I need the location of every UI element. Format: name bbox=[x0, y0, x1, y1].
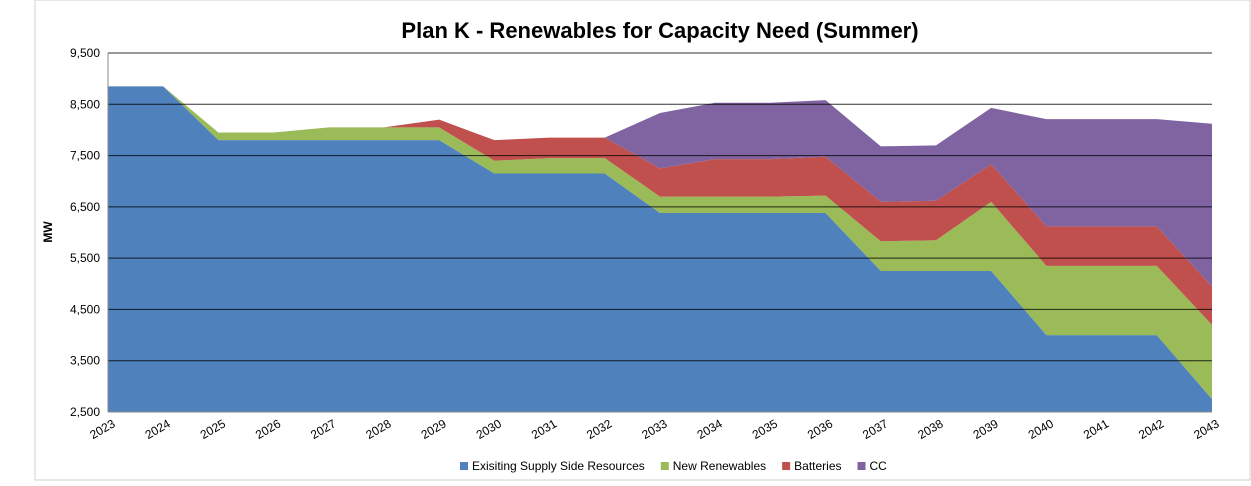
y-tick-label: 9,500 bbox=[70, 46, 100, 60]
area bbox=[108, 86, 1212, 400]
legend-swatch bbox=[660, 462, 669, 470]
legend-swatch bbox=[460, 462, 468, 470]
y-axis-label: MW bbox=[41, 221, 55, 243]
chart-title: Plan K - Renewables for Capacity Need (S… bbox=[401, 18, 918, 43]
legend-swatch bbox=[782, 462, 791, 470]
legend-label: CC bbox=[870, 459, 888, 473]
y-tick-label: 2,500 bbox=[70, 405, 100, 419]
legend-label: Batteries bbox=[794, 459, 841, 473]
y-tick-label: 5,500 bbox=[70, 251, 100, 265]
legend-swatch bbox=[857, 462, 866, 470]
y-tick-label: 4,500 bbox=[70, 302, 100, 316]
area bbox=[108, 86, 1212, 287]
y-tick-label: 8,500 bbox=[70, 97, 100, 111]
y-tick-label: 7,500 bbox=[70, 149, 100, 163]
y-tick-label: 3,500 bbox=[70, 354, 100, 368]
legend-label: New Renewables bbox=[673, 459, 766, 473]
legend-label: Exisiting Supply Side Resources bbox=[472, 459, 645, 473]
y-tick-label: 6,500 bbox=[70, 200, 100, 214]
area bbox=[108, 86, 1212, 412]
